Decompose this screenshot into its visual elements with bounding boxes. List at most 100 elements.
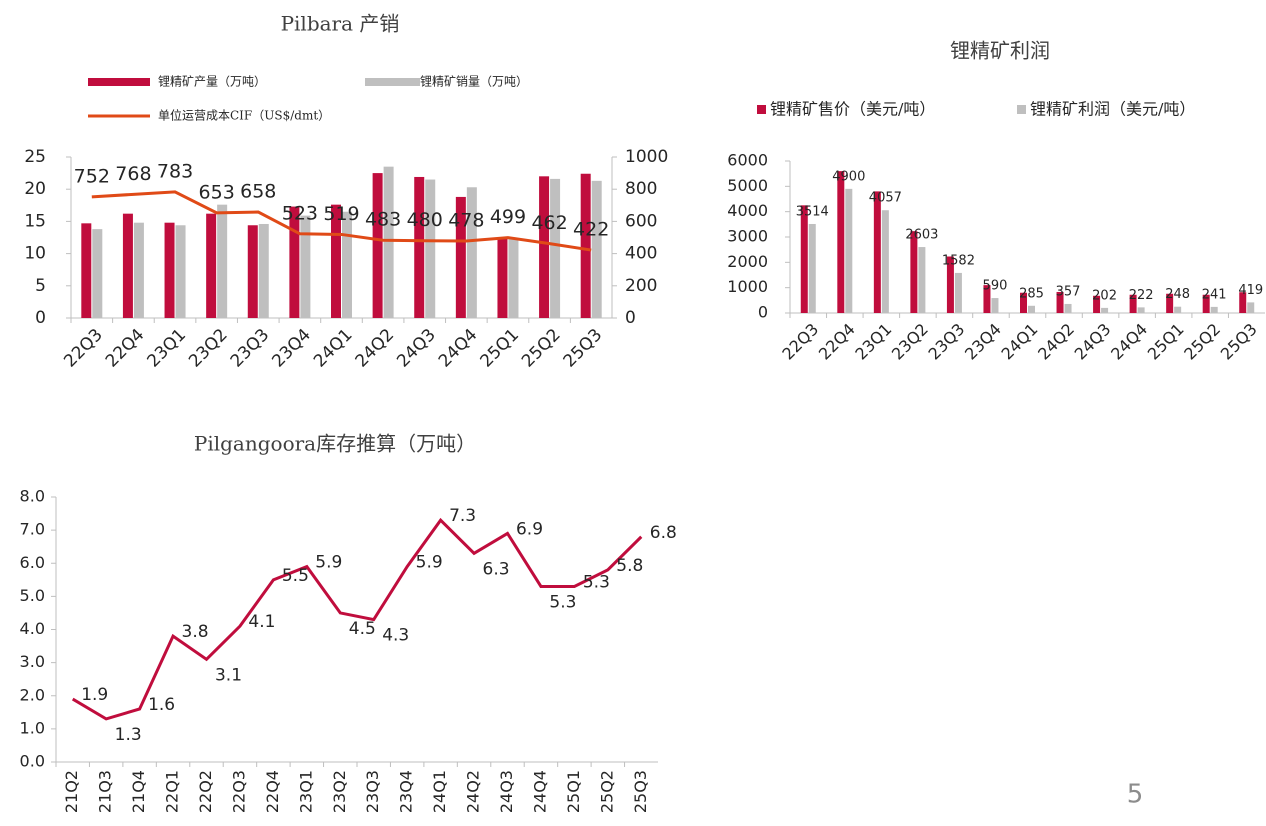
bar [954, 272, 962, 313]
x-tick-label: 22Q2 [196, 770, 215, 813]
y-tick-label: 3000 [727, 227, 768, 246]
y-tick-label: 10 [24, 244, 46, 264]
line-series [71, 517, 643, 721]
data-label: 5.9 [416, 553, 443, 573]
y2-tick-label: 600 [625, 211, 657, 231]
data-label: 4900 [832, 169, 865, 184]
y-tick-label: 8.0 [20, 487, 45, 506]
bar [122, 213, 133, 318]
x-tick-label: 23Q4 [397, 770, 416, 813]
data-label: 653 [199, 181, 235, 203]
data-label: 2603 [905, 228, 938, 243]
x-tick-label: 22Q4 [102, 325, 149, 372]
y-tick-label: 5000 [727, 176, 768, 195]
data-label: 5.3 [549, 592, 576, 612]
page-number: 5 [1127, 780, 1144, 810]
bar [873, 191, 881, 313]
x-tick-label: 23Q1 [851, 320, 895, 364]
y-tick-label: 1000 [727, 277, 768, 296]
bar [1129, 294, 1137, 313]
x-tick-label: 25Q2 [597, 770, 616, 813]
data-label: 1582 [942, 253, 975, 268]
data-label: 4.5 [349, 619, 376, 639]
x-tick-label: 24Q2 [1034, 320, 1078, 364]
legend-label: 锂精矿销量（万吨） [420, 74, 528, 89]
bar [217, 204, 228, 318]
bar [1202, 294, 1210, 313]
data-label: 4.3 [382, 626, 409, 646]
y-tick-label: 25 [24, 147, 46, 167]
bar [550, 178, 561, 318]
bar [206, 213, 217, 318]
bar [591, 180, 602, 318]
data-label: 6.9 [516, 519, 543, 539]
x-tick-label: 24Q3 [1071, 320, 1115, 364]
y-tick-label: 5 [35, 276, 46, 296]
data-label: 422 [573, 219, 609, 241]
y-tick-label: 3.0 [20, 652, 45, 671]
data-label: 248 [1165, 287, 1190, 302]
bar [247, 225, 258, 318]
x-tick-label: 22Q4 [263, 770, 282, 813]
bar [133, 222, 144, 318]
legend-label: 锂精矿产量（万吨） [158, 74, 266, 89]
x-tick-label: 24Q2 [352, 325, 399, 372]
x-tick-label: 24Q1 [430, 770, 449, 813]
bar [455, 196, 466, 318]
legend-label: 单位运营成本CIF（US$/dmt） [158, 108, 330, 123]
x-tick-label: 24Q3 [393, 325, 440, 372]
bar [508, 238, 519, 318]
x-tick-label: 25Q3 [560, 325, 607, 372]
bar [1028, 305, 1035, 313]
bar [425, 179, 436, 318]
x-tick-label: 23Q3 [227, 325, 274, 372]
x-tick-label: 24Q4 [435, 325, 482, 372]
x-tick-label: 25Q1 [1144, 320, 1188, 364]
y-tick-label: 15 [24, 211, 46, 231]
bar [1174, 306, 1182, 313]
y-tick-label: 6000 [727, 151, 768, 170]
x-tick-label: 24Q2 [464, 770, 483, 813]
bar [175, 225, 186, 318]
x-tick-label: 22Q3 [60, 325, 107, 372]
bar [1210, 306, 1218, 313]
bar [466, 187, 477, 318]
y-tick-label: 5.0 [20, 586, 45, 605]
data-label: 7.3 [449, 506, 476, 526]
x-tick-label: 24Q1 [998, 320, 1042, 364]
x-tick-label: 21Q4 [129, 770, 148, 813]
bar [372, 173, 383, 318]
x-tick-label: 22Q3 [778, 320, 822, 364]
x-tick-label: 23Q1 [296, 770, 315, 813]
x-tick-label: 21Q2 [62, 770, 81, 813]
y-tick-label: 0 [758, 303, 768, 322]
x-tick-label: 23Q2 [185, 325, 232, 372]
data-label: 462 [531, 212, 567, 234]
bar [1166, 293, 1174, 313]
x-tick-label: 24Q1 [310, 325, 357, 372]
bar [918, 247, 926, 313]
chart-title: Pilgangoora库存推算（万吨） [194, 432, 476, 456]
y2-tick-label: 800 [625, 179, 657, 199]
legend-swatch [1017, 105, 1026, 114]
data-label: 658 [240, 181, 276, 203]
data-label: 357 [1056, 284, 1081, 299]
bar [991, 298, 999, 313]
y2-tick-label: 0 [625, 308, 636, 328]
x-tick-label: 22Q3 [229, 770, 248, 813]
x-tick-label: 25Q2 [1180, 320, 1224, 364]
data-label: 768 [115, 163, 151, 185]
bar [808, 223, 816, 313]
y-tick-label: 7.0 [20, 520, 45, 539]
bar [881, 210, 889, 313]
y-tick-label: 4000 [727, 201, 768, 220]
data-label: 523 [282, 202, 318, 224]
x-tick-label: 25Q1 [564, 770, 583, 813]
data-label: 6.8 [650, 523, 677, 543]
data-label: 5.5 [282, 566, 309, 586]
data-label: 3.1 [215, 665, 242, 685]
y-tick-label: 2.0 [20, 685, 45, 704]
bar [946, 256, 954, 313]
x-tick-label: 23Q1 [144, 325, 191, 372]
